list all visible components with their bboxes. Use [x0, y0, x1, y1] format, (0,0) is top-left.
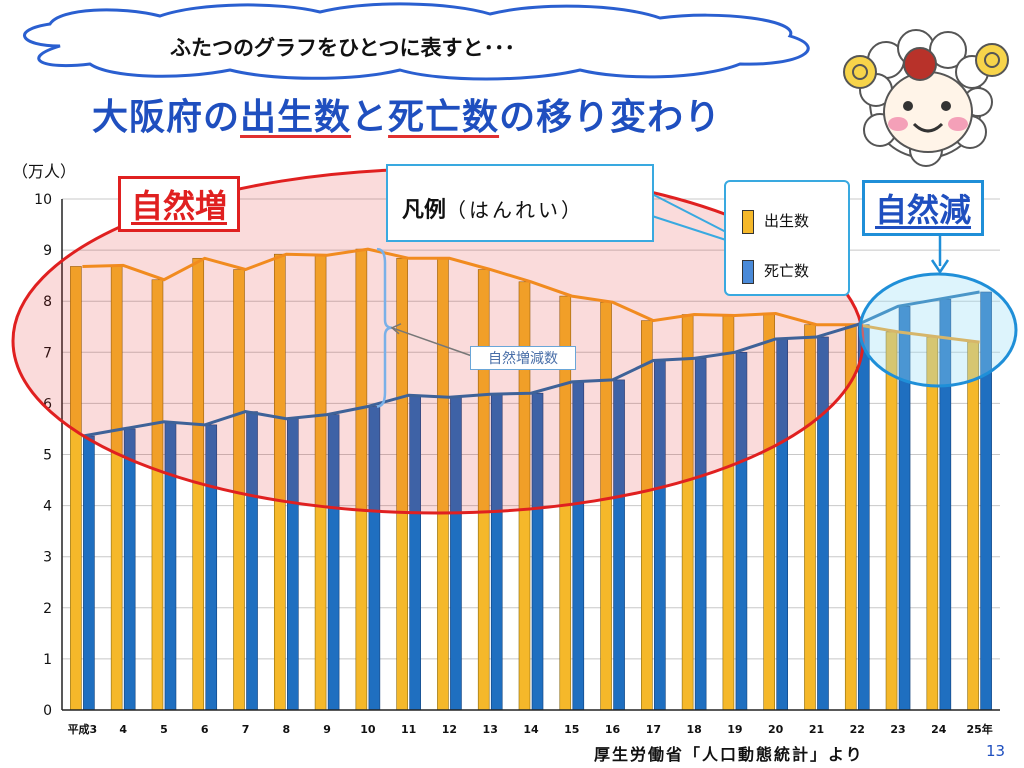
x-tick-label: 22 [850, 723, 865, 736]
legend-callout: 凡例（はんれい） [386, 164, 654, 242]
x-tick-label: 25年 [966, 722, 992, 736]
y-tick-label: 10 [34, 192, 52, 208]
legend-label-deaths: 死亡数 [764, 262, 810, 280]
deaths-line [82, 290, 980, 438]
natural-change-annotation: 自然増減数 [470, 346, 576, 370]
x-tick-label: 11 [401, 723, 416, 736]
bar-deaths [83, 435, 95, 711]
cloud-bubble [23, 2, 810, 81]
x-tick-label: 6 [201, 723, 209, 736]
natural-decrease-label: 自然減 [862, 180, 985, 236]
sheep-mascot-illustration [843, 29, 1009, 167]
bar-deaths [123, 428, 136, 711]
x-tick-label: 14 [523, 723, 539, 736]
title-prefix: 大阪府の [92, 97, 241, 138]
x-tick-label: 18 [686, 723, 701, 736]
x-tick-label: 9 [323, 723, 331, 736]
title-suffix: の移り変わり [499, 97, 722, 138]
x-tick-label: 20 [768, 723, 784, 736]
legend-callout-reading: （はんれい） [446, 198, 585, 222]
annotation-pointer [391, 327, 473, 357]
x-tick-label: 17 [646, 723, 661, 736]
y-tick-label: 8 [43, 294, 52, 310]
annotation-pointer-head [390, 323, 402, 335]
legend-callout-connector [651, 193, 727, 233]
x-tick-label: 7 [242, 723, 250, 736]
x-tick-label: 8 [282, 723, 290, 736]
x-tick-label: 4 [119, 723, 127, 736]
y-tick-label: 3 [43, 550, 52, 566]
cloud-text: ふたつのグラフをひとつに表すと･･･ [170, 36, 516, 60]
y-tick-label: 0 [43, 703, 52, 719]
bar-births [926, 336, 939, 711]
y-tick-label: 5 [43, 448, 52, 464]
y-tick-label: 7 [43, 345, 52, 361]
legend-label-births: 出生数 [764, 212, 810, 230]
x-tick-label: 24 [931, 723, 947, 736]
source-note: 厚生労働省「人口動態統計」より [594, 745, 864, 764]
bar-births [967, 341, 979, 711]
legend-callout-connector [651, 215, 727, 241]
x-tick-label: 13 [483, 723, 498, 736]
page-number: 13 [986, 742, 1006, 760]
y-tick-label: 4 [43, 499, 52, 515]
x-tick-label: 15 [564, 723, 579, 736]
x-tick-label: 10 [360, 723, 376, 736]
decrease-arrowhead [930, 259, 950, 275]
y-tick-label: 9 [43, 243, 52, 259]
natural-increase-label: 自然増 [118, 176, 241, 232]
births-line [82, 247, 980, 344]
x-tick-label: 23 [890, 723, 905, 736]
legend-item-births: 出生数 [742, 208, 809, 234]
y-tick-label: 2 [43, 601, 52, 617]
legend-swatch-births [742, 209, 754, 234]
title-births: 出生数 [240, 97, 352, 138]
y-tick-label: 6 [43, 396, 52, 412]
x-tick-label: 平成3 [68, 722, 98, 736]
x-tick-label: 12 [442, 723, 457, 736]
chart-legend: 出生数 死亡数 [724, 180, 850, 296]
y-tick-label: 1 [43, 652, 52, 668]
legend-item-deaths: 死亡数 [742, 258, 809, 284]
page-title: 大阪府の出生数と死亡数の移り変わり [92, 88, 721, 140]
title-mid: と [351, 97, 389, 138]
x-tick-label: 16 [605, 723, 621, 736]
legend-callout-main: 凡例 [402, 198, 447, 223]
x-tick-label: 21 [809, 723, 824, 736]
legend-swatch-deaths [742, 259, 754, 284]
bar-deaths [857, 324, 870, 711]
x-tick-label: 19 [727, 723, 742, 736]
y-axis-unit-label: （万人） [12, 162, 77, 181]
bar-births [885, 331, 898, 711]
title-deaths: 死亡数 [388, 97, 500, 138]
x-tick-label: 5 [160, 723, 168, 736]
natural-decrease-ellipse [858, 272, 1018, 388]
